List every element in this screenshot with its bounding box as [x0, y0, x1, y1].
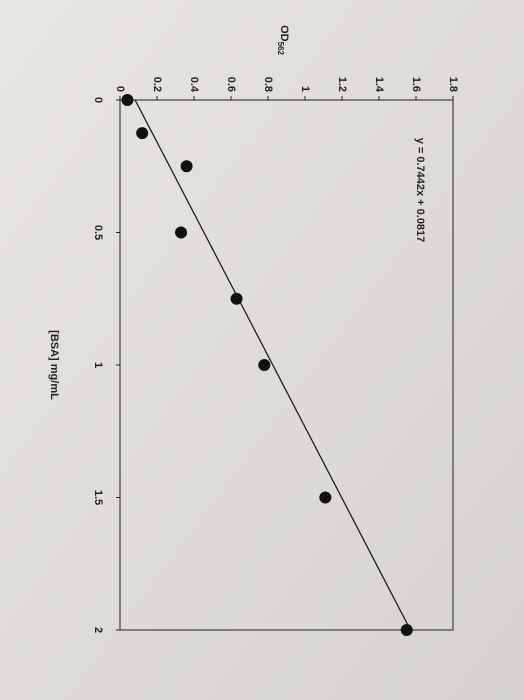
y-tick-label: 0.8	[262, 77, 274, 92]
data-point	[136, 127, 149, 140]
x-axis-title: [BSA] mg/mL	[48, 330, 60, 400]
data-point	[400, 624, 413, 636]
rotated-plot: [BSA] mg/mL OD562 0 0.2 0.4 0.6 0.8 1 1.2 1.4 1.…	[48, 25, 459, 636]
x-tick-label: 0	[92, 97, 104, 103]
y-title-sub: 562	[276, 42, 285, 56]
y-tick-label: 0.6	[225, 77, 237, 92]
data-point	[319, 491, 332, 504]
trendline	[134, 99, 412, 631]
data-point	[230, 292, 243, 305]
y-tick-label: 1.2	[336, 77, 348, 92]
trendline-label: y = 0.7442x + 0.0817	[414, 138, 426, 243]
y-tick-label: 1.4	[373, 77, 385, 93]
y-title-main: OD	[278, 25, 290, 42]
x-tick-label: 1.5	[92, 490, 104, 505]
x-tick-label: 2	[92, 627, 104, 633]
y-tick-label: 1.6	[410, 77, 422, 92]
data-point	[175, 226, 188, 239]
y-tick-label: 1.8	[447, 77, 459, 92]
y-tick-label: 1	[299, 86, 311, 92]
y-tick-label: 0.4	[188, 77, 200, 93]
x-tick-label: 1	[92, 362, 104, 368]
y-axis-title: OD562	[276, 25, 290, 55]
data-point	[121, 94, 134, 106]
y-tick-label: 0	[114, 86, 126, 92]
x-tick-label: 0.5	[92, 225, 104, 240]
y-tick-label: 0.2	[151, 77, 163, 92]
data-point	[258, 359, 271, 371]
data-point	[180, 160, 193, 173]
